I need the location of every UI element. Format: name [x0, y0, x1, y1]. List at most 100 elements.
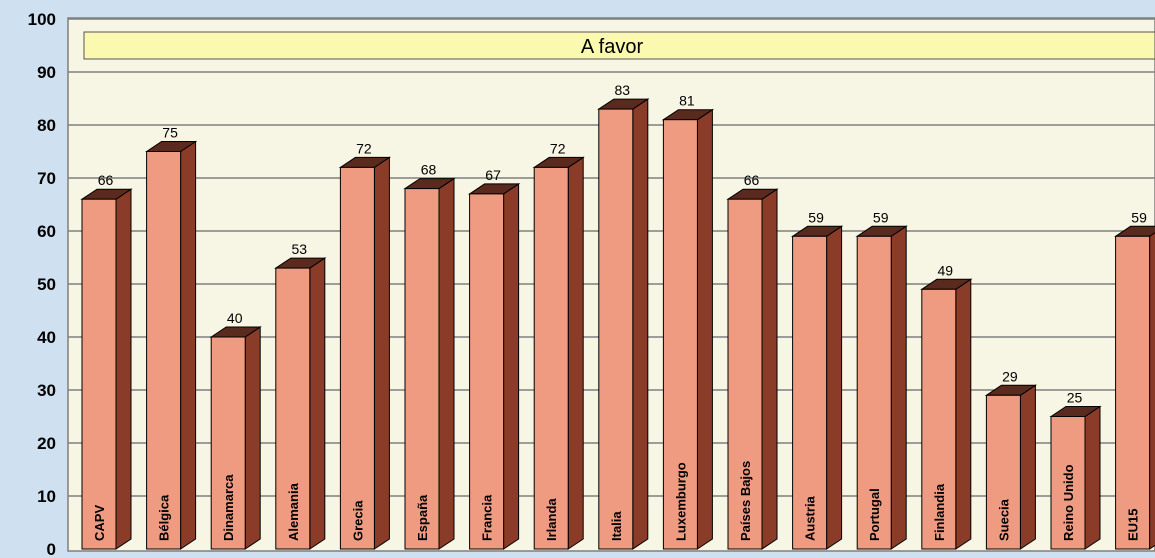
bar: 59 Portugal [855, 209, 908, 550]
y-tick-label: 30 [37, 381, 56, 400]
bar: 72 Irlanda [532, 140, 585, 550]
data-label: 59 [873, 209, 889, 225]
bar-front [856, 235, 892, 550]
bar-side [826, 225, 843, 550]
bar: 67 Francia [467, 167, 521, 550]
bar-side [180, 140, 197, 550]
category-label: Finlandia [932, 483, 947, 541]
bar-front [533, 166, 569, 550]
data-label: 59 [808, 209, 824, 225]
data-label: 59 [1131, 209, 1147, 225]
data-label: 72 [550, 140, 566, 156]
bar: 68 España [403, 162, 456, 550]
bar-side [890, 225, 907, 550]
category-label: Luxemburgo [673, 462, 688, 541]
category-label: España [415, 494, 430, 541]
category-label: Reino Unido [1061, 464, 1076, 541]
y-tick-label: 50 [37, 275, 56, 294]
bar-front [339, 166, 375, 550]
category-label: Suecia [996, 498, 1011, 541]
y-tick-label: 100 [28, 10, 56, 29]
bar-side [632, 98, 649, 550]
bar: 66 Países Bajos [726, 172, 779, 550]
bar-front [146, 151, 182, 550]
category-label: Dinamarca [221, 474, 236, 541]
category-label: Países Bajos [738, 461, 753, 541]
category-label: CAPV [92, 505, 107, 541]
bar-front [985, 394, 1021, 550]
category-label: EU15 [1126, 508, 1141, 541]
bar-side [1084, 405, 1101, 550]
y-tick-label: 80 [37, 116, 56, 135]
y-tick-label: 40 [37, 328, 56, 347]
bar: 40 Dinamarca [209, 310, 262, 550]
data-label: 72 [356, 140, 372, 156]
bar-front [469, 193, 505, 550]
title-box [83, 31, 1155, 60]
y-tick-label: 70 [37, 169, 56, 188]
category-label: Francia [480, 494, 495, 541]
bar: 66 CAPV [80, 172, 133, 550]
y-tick-label: 20 [37, 434, 56, 453]
bar: 81 Luxemburgo [661, 93, 715, 550]
category-label: Grecia [350, 500, 365, 541]
bar: 59 EU15 [1113, 209, 1155, 550]
bar: 83 Italia [597, 82, 650, 550]
bar-front [81, 198, 117, 550]
category-label: Portugal [867, 488, 882, 541]
bar: 72 Grecia [338, 140, 392, 550]
bar-front [404, 188, 440, 550]
bar-side [503, 182, 520, 550]
bar: 25 Reino Unido [1049, 390, 1102, 550]
y-tick-label: 60 [37, 222, 56, 241]
data-label: 53 [292, 241, 308, 257]
data-label: 67 [485, 167, 501, 183]
y-tick-label: 0 [47, 540, 56, 558]
data-label: 40 [227, 310, 243, 326]
bar-side [1019, 384, 1036, 550]
data-label: 68 [421, 162, 437, 178]
data-label: 29 [1002, 368, 1018, 384]
bar-side [761, 188, 778, 550]
bar-side [309, 257, 326, 550]
data-label: 66 [98, 172, 114, 188]
category-label: Austria [803, 495, 818, 541]
bar-side [438, 177, 455, 550]
bar-side [955, 278, 972, 550]
bar: 59 Austria [790, 209, 844, 550]
category-label: Bélgica [157, 494, 172, 541]
bar-front [275, 267, 311, 550]
data-label: 66 [744, 172, 760, 188]
bars: 66 CAPV 75 Bélgica 40 Dinamarca 53 Alemania 72 Gr… [80, 82, 1155, 550]
bar-side [373, 156, 390, 550]
bar: 29 Suecia [984, 368, 1038, 550]
bar-side [115, 188, 132, 550]
bar: 49 Finlandia [920, 262, 973, 550]
category-label: Italia [609, 511, 624, 541]
category-label: Alemania [286, 482, 301, 541]
bar-front [792, 235, 828, 550]
data-label: 83 [615, 82, 631, 98]
bar-front [662, 119, 698, 550]
bar-side [567, 156, 584, 550]
bar-front [598, 108, 634, 550]
data-label: 49 [938, 262, 954, 278]
bar: 53 Alemania [274, 241, 327, 550]
bar-side [1149, 232, 1155, 550]
y-tick-label: 10 [37, 487, 56, 506]
category-label: Irlanda [544, 498, 559, 541]
bar-front [1115, 235, 1151, 550]
bar-side [244, 326, 261, 550]
y-axis: 0 10 20 30 40 50 60 70 80 90 100 [28, 10, 56, 558]
data-label: 25 [1067, 390, 1083, 406]
bar-front [1050, 416, 1086, 550]
data-label: 75 [162, 125, 178, 141]
bar-front [727, 198, 763, 550]
data-label: 81 [679, 93, 695, 109]
bar: 75 Bélgica [144, 125, 198, 550]
bar-side [696, 108, 713, 550]
bar-front [210, 336, 246, 550]
chart-title: A favor [581, 36, 644, 58]
bar-front [921, 288, 957, 550]
